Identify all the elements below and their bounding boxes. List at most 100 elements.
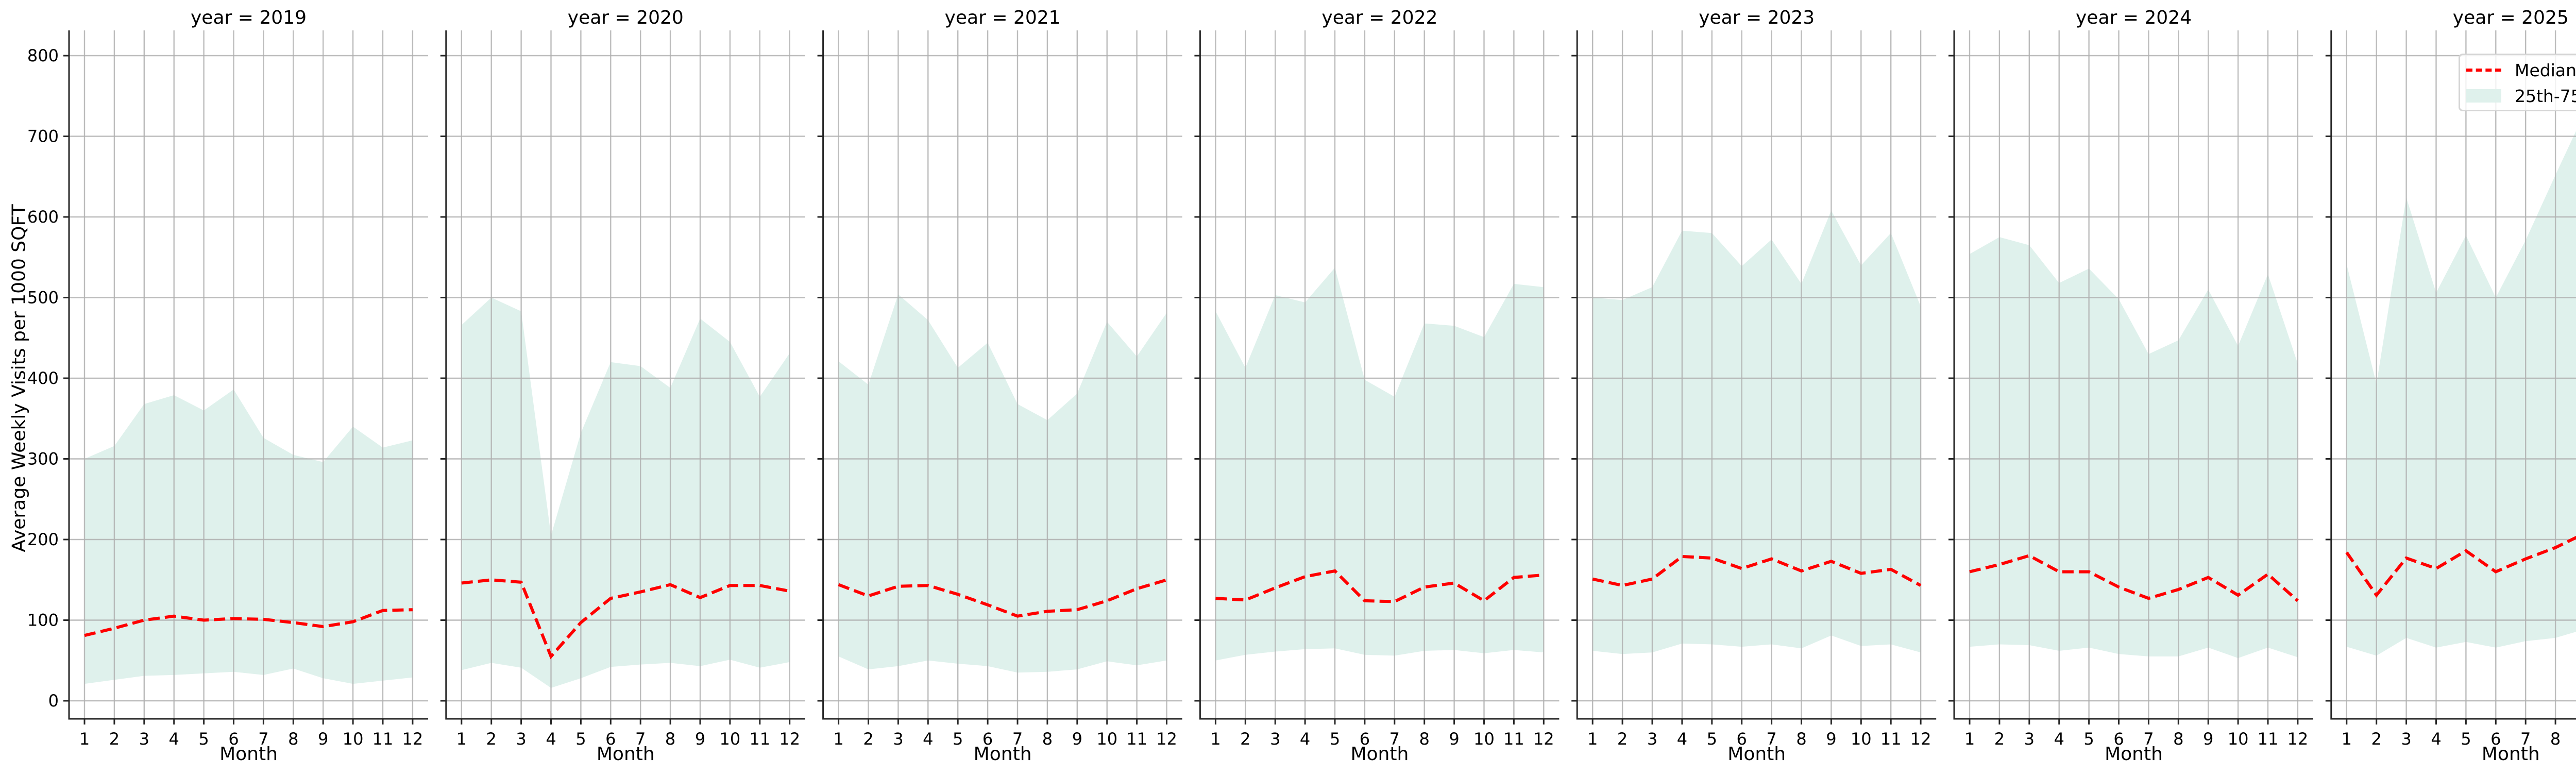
x-tick-label: 10 xyxy=(1096,729,1117,749)
x-tick-label: 1 xyxy=(833,729,843,749)
filled-band-swatch-icon xyxy=(2466,89,2501,103)
percentile-band xyxy=(2346,131,2576,656)
x-tick-label: 11 xyxy=(1503,729,1524,749)
x-tick-label: 10 xyxy=(2228,729,2249,749)
x-tick-label: 1 xyxy=(79,729,90,749)
x-tick-label: 11 xyxy=(372,729,394,749)
x-tick-label: 10 xyxy=(1473,729,1495,749)
x-axis-label: Month xyxy=(974,744,1032,765)
median-line xyxy=(1969,554,2299,602)
x-tick-label: 3 xyxy=(1270,729,1280,749)
x-axis-label: Month xyxy=(2482,744,2540,765)
percentile-band xyxy=(838,294,1167,673)
percentile-band xyxy=(1215,267,1544,661)
x-tick-label: 7 xyxy=(1012,729,1023,749)
x-tick-label: 2 xyxy=(1617,729,1628,749)
x-tick-label: 2 xyxy=(2371,729,2382,749)
legend-label-median: Median xyxy=(2515,60,2576,80)
x-tick-label: 5 xyxy=(198,729,209,749)
x-tick-label: 12 xyxy=(1910,729,1931,749)
x-tick-label: 4 xyxy=(923,729,933,749)
x-tick-label: 4 xyxy=(1300,729,1310,749)
x-tick-label: 5 xyxy=(1330,729,1340,749)
x-tick-label: 10 xyxy=(1851,729,1872,749)
facet-title: year = 2024 xyxy=(2076,7,2192,28)
x-tick-label: 12 xyxy=(2287,729,2309,749)
x-tick-label: 7 xyxy=(1389,729,1400,749)
facet-title: year = 2023 xyxy=(1699,7,1815,28)
x-tick-label: 6 xyxy=(2113,729,2124,749)
percentile-band xyxy=(461,297,790,688)
legend-item-percentile-band: 25th-75th Percentile xyxy=(2460,83,2576,109)
x-tick-label: 4 xyxy=(2431,729,2441,749)
y-axis-label: Average Weekly Visits per 1000 SQFT xyxy=(8,204,30,552)
legend-label-percentile-band: 25th-75th Percentile xyxy=(2515,86,2576,106)
x-tick-label: 9 xyxy=(318,729,328,749)
x-tick-label: 2 xyxy=(486,729,497,749)
x-tick-label: 12 xyxy=(1156,729,1177,749)
x-tick-label: 12 xyxy=(1533,729,1554,749)
x-tick-label: 6 xyxy=(2490,729,2501,749)
x-tick-label: 3 xyxy=(2024,729,2035,749)
x-tick-label: 3 xyxy=(1647,729,1657,749)
x-tick-label: 7 xyxy=(1766,729,1776,749)
x-tick-label: 11 xyxy=(749,729,770,749)
x-axis-label: Month xyxy=(1350,744,1409,765)
x-tick-label: 10 xyxy=(343,729,364,749)
x-tick-label: 12 xyxy=(402,729,423,749)
median-line xyxy=(2345,535,2576,598)
y-tick-label: 800 xyxy=(27,46,59,65)
x-tick-label: 8 xyxy=(1042,729,1053,749)
x-tick-label: 6 xyxy=(605,729,616,749)
median-line xyxy=(838,578,1167,618)
y-tick-label: 700 xyxy=(27,127,59,146)
x-tick-label: 7 xyxy=(635,729,646,749)
x-tick-label: 9 xyxy=(1072,729,1082,749)
median-line xyxy=(461,578,790,660)
x-tick-label: 4 xyxy=(546,729,556,749)
x-tick-label: 6 xyxy=(1360,729,1370,749)
x-tick-label: 10 xyxy=(720,729,741,749)
x-tick-label: 7 xyxy=(258,729,268,749)
y-tick-label: 500 xyxy=(27,288,59,308)
x-tick-label: 2 xyxy=(1240,729,1250,749)
median-line xyxy=(84,608,413,637)
y-tick-label: 300 xyxy=(27,449,59,469)
x-tick-label: 3 xyxy=(893,729,903,749)
x-tick-label: 5 xyxy=(2083,729,2094,749)
x-tick-label: 1 xyxy=(456,729,467,749)
x-tick-label: 11 xyxy=(2258,729,2279,749)
x-tick-label: 7 xyxy=(2143,729,2154,749)
x-tick-label: 9 xyxy=(1449,729,1459,749)
chart-legend: Median 25th-75th Percentile xyxy=(2459,54,2576,111)
x-tick-label: 6 xyxy=(982,729,993,749)
facet-title: year = 2022 xyxy=(1321,7,1437,28)
percentile-band xyxy=(84,389,413,684)
x-tick-label: 7 xyxy=(2520,729,2531,749)
x-tick-label: 5 xyxy=(2461,729,2471,749)
y-tick-label: 400 xyxy=(27,368,59,388)
facet-title: year = 2021 xyxy=(945,7,1061,28)
median-line xyxy=(1215,569,1544,603)
facet-title: year = 2019 xyxy=(191,7,307,28)
x-tick-label: 12 xyxy=(779,729,800,749)
x-axis-label: Month xyxy=(219,744,278,765)
x-tick-label: 3 xyxy=(139,729,149,749)
x-tick-label: 5 xyxy=(575,729,586,749)
x-tick-label: 1 xyxy=(1210,729,1221,749)
y-tick-label: 600 xyxy=(27,207,59,227)
x-tick-label: 8 xyxy=(288,729,298,749)
y-tick-label: 200 xyxy=(27,530,59,549)
x-tick-label: 11 xyxy=(1880,729,1902,749)
x-tick-label: 8 xyxy=(1419,729,1430,749)
legend-item-median: Median xyxy=(2460,57,2576,83)
x-tick-label: 4 xyxy=(2054,729,2064,749)
